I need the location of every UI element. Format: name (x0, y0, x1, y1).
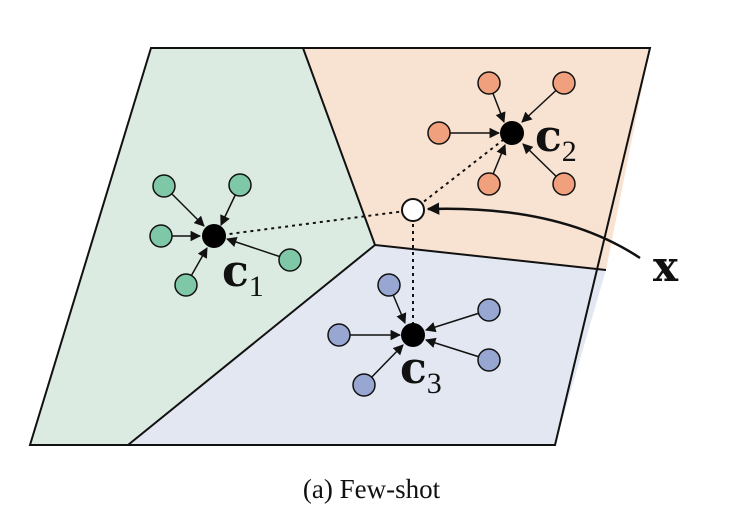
support-point-class-1 (174, 273, 198, 297)
distance-lines (213, 132, 513, 335)
distance-line-c1 (213, 209, 414, 237)
support-point-class-1 (278, 248, 302, 272)
prototype-label-c1: c1 (222, 246, 264, 303)
prototype-label-c3: c3 (400, 343, 442, 400)
prototype-c2 (500, 121, 524, 145)
class-3-support-set (327, 273, 501, 397)
support-point-class-2 (477, 71, 501, 95)
support-point-class-2 (477, 172, 501, 196)
support-point-class-3 (377, 273, 401, 297)
query-label-x: x (653, 242, 679, 291)
support-point-class-3 (477, 298, 501, 322)
class-2-support-set (427, 71, 576, 196)
support-point-class-2 (552, 71, 576, 95)
region-class-3 (128, 245, 606, 445)
region-class-1 (30, 48, 375, 445)
support-point-class-1 (228, 173, 252, 197)
region-class-2 (303, 48, 650, 270)
region-boundaries (28, 47, 652, 446)
support-point-class-3 (352, 373, 376, 397)
prototype-c1 (202, 224, 226, 248)
support-point-class-3 (477, 348, 501, 372)
figure-caption: (a) Few-shot (302, 474, 441, 504)
support-point-class-3 (327, 323, 351, 347)
support-point-class-2 (552, 172, 576, 196)
support-point-class-2 (427, 121, 451, 145)
query-pointer-arrow (426, 202, 641, 260)
class-1-support-set (149, 173, 302, 297)
prototype-label-c2: c2 (535, 111, 577, 168)
prototype-c3 (401, 323, 425, 347)
support-point-class-1 (152, 174, 176, 198)
query-point (401, 198, 425, 222)
support-point-class-1 (149, 224, 173, 248)
